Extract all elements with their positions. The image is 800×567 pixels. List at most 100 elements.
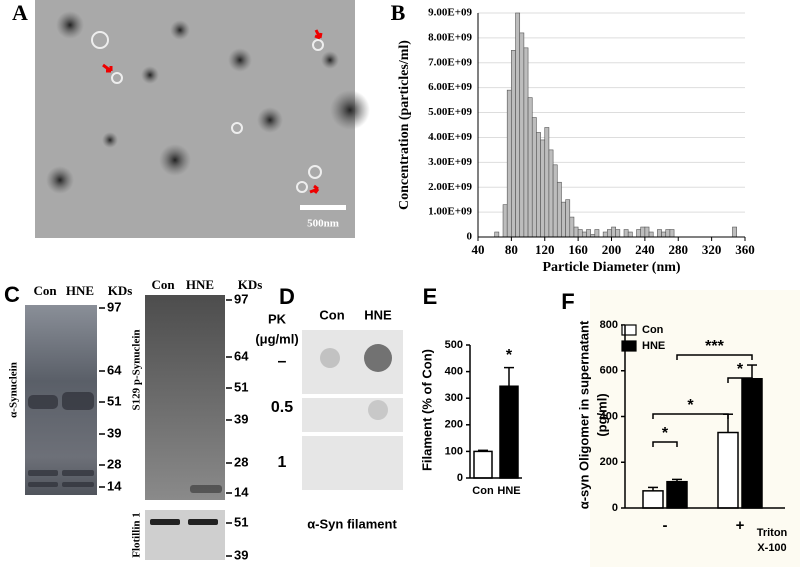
panel-label: B: [391, 0, 406, 25]
annotation: *: [737, 361, 744, 378]
bar: [741, 378, 763, 509]
x-tick-label: +: [736, 517, 745, 534]
dot: [364, 344, 392, 372]
y-tick-label: 2.00E+09: [428, 181, 472, 193]
marker-label: 51: [234, 379, 248, 394]
x-axis-title: Particle Diameter (nm): [542, 260, 680, 275]
significance-bracket: [652, 441, 678, 447]
bar: [473, 450, 493, 479]
histogram-bar: [594, 229, 600, 238]
y-tick-label: 4.00E+09: [428, 131, 472, 143]
y-tick-label: 5.00E+09: [428, 106, 472, 118]
histogram-bar: [627, 231, 633, 238]
y-axis-title: Concentration (particles/ml): [397, 40, 412, 210]
histogram-bar: [573, 226, 579, 238]
histogram-bar: [661, 231, 667, 238]
lane-label: Con: [319, 307, 344, 322]
x-tick-label: 200: [602, 242, 622, 257]
y-tick-label: 200: [600, 456, 618, 468]
bar: [642, 490, 664, 509]
x-tick-label: 360: [735, 242, 755, 257]
dose-label: 1: [278, 454, 287, 471]
legend-label: Con: [642, 324, 664, 336]
dot-blot: [302, 398, 403, 432]
y-tick-label: 0: [612, 502, 618, 514]
dot: [368, 400, 388, 420]
y-tick-label: 1.00E+09: [428, 206, 472, 218]
marker-label: 14: [107, 478, 122, 493]
histogram-bar: [519, 32, 525, 238]
histogram-bar: [565, 199, 571, 238]
pk-label: PK: [268, 311, 287, 326]
y-tick-label: 9.00E+09: [428, 7, 472, 19]
histogram-bar: [527, 97, 533, 238]
y-tick-label: 400: [600, 410, 618, 422]
significance-bracket: [676, 354, 753, 360]
annotation: *: [687, 397, 694, 414]
scale-bar: [300, 205, 346, 210]
histogram-bar: [511, 50, 516, 238]
marker-label: 64: [234, 348, 249, 363]
unit-label: KDs: [108, 283, 133, 298]
y-tick-label: 100: [445, 445, 463, 457]
annotation: ***: [705, 338, 724, 355]
lane-label: Con: [33, 283, 57, 298]
x-axis-title: X-100: [757, 542, 786, 554]
histogram-bar: [602, 231, 608, 238]
y-tick-label: 0: [467, 231, 473, 243]
em-particles: [46, 11, 370, 194]
histogram-bar: [506, 89, 512, 238]
y-tick-label: 200: [445, 419, 463, 431]
lane-label: HNE: [186, 277, 214, 292]
marker-label: 64: [107, 362, 122, 377]
marker-label: 97: [107, 299, 121, 314]
x-tick-label: HNE: [497, 485, 520, 497]
lane-label: HNE: [364, 307, 392, 322]
y-tick-label: 600: [600, 365, 618, 377]
scale-bar-label: 500nm: [307, 218, 339, 230]
marker-label: 28: [234, 454, 248, 469]
histogram-bar: [540, 139, 546, 238]
blot-image: [145, 510, 225, 560]
x-tick-label: 80: [505, 242, 518, 257]
marker-label: 51: [234, 514, 248, 529]
y-tick-label: 300: [445, 392, 463, 404]
histogram-bar: [494, 231, 500, 238]
histogram-bar: [636, 229, 642, 238]
panel-label: F: [561, 289, 574, 314]
significance-bracket: [727, 377, 753, 383]
unit-label: KDs: [238, 277, 263, 292]
dose-label: –: [278, 353, 287, 370]
histogram-bar: [581, 231, 587, 238]
histogram-bar: [544, 127, 550, 238]
bar: [499, 385, 519, 479]
histogram-bar: [552, 164, 558, 238]
histogram-bar: [523, 47, 529, 238]
panel-label: D: [279, 284, 295, 309]
loading-control-label: Flotillin 1: [131, 512, 143, 558]
histogram-bar: [648, 231, 654, 238]
histogram-bar: [607, 229, 612, 238]
histogram-bar: [615, 229, 621, 238]
bar: [666, 480, 688, 509]
bar: [717, 431, 739, 509]
protein-label: α-Synuclein: [8, 362, 20, 418]
blot-bands: [150, 519, 218, 525]
annotation: *: [662, 425, 669, 442]
y-axis-title: α-syn Oligomer in supernatant: [576, 320, 591, 509]
x-axis-title: Triton: [757, 527, 788, 539]
dot: [320, 348, 340, 368]
protein-label: S129 p-Synuclein: [131, 330, 143, 411]
marker-label: 39: [234, 547, 248, 562]
panel-label: A: [12, 0, 28, 25]
x-tick-label: 120: [535, 242, 555, 257]
x-tick-label: 320: [702, 242, 722, 257]
histogram-bar: [561, 201, 566, 238]
dose-label: 0.5: [271, 399, 293, 416]
marker-label: 51: [107, 393, 121, 408]
histogram-bar: [611, 226, 616, 238]
blot-image: [145, 295, 225, 500]
y-tick-label: 400: [445, 366, 463, 378]
